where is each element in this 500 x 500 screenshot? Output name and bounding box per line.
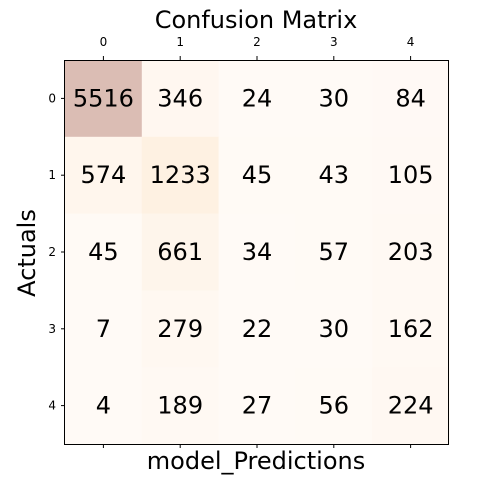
cell-value-label-r2-c1: 661	[157, 238, 203, 266]
heatmap-cells	[65, 60, 450, 445]
y-tick-label-2: 2	[48, 245, 56, 259]
heatmap-cell-r3-c4	[372, 290, 450, 368]
heatmap-cell-r1-c1	[141, 136, 220, 215]
cell-value-label-r2-c2: 34	[242, 238, 273, 266]
heatmap-cell-r0-c1	[141, 60, 220, 138]
cell-value-label-r2-c0: 45	[88, 238, 119, 266]
cell-value-label-r4-c4: 224	[388, 392, 434, 420]
cell-value-label-r2-c3: 57	[319, 238, 350, 266]
cell-value-label-r1-c0: 574	[80, 161, 126, 189]
heatmap-cell-r1-c4	[372, 136, 450, 215]
heatmap-cell-r4-c4	[372, 367, 450, 445]
x-tick-label-2: 2	[253, 35, 261, 49]
x-tick-label-1: 1	[176, 35, 184, 49]
heatmap-cell-r0-c0	[65, 60, 143, 138]
heatmap-cell-r1-c0	[65, 136, 143, 215]
cell-value-label-r0-c0: 5516	[73, 84, 134, 112]
x-tick-label-0: 0	[100, 35, 108, 49]
cell-value-label-r4-c3: 56	[319, 392, 350, 420]
cell-value-label-r1-c1: 1233	[150, 161, 211, 189]
cell-value-label-r2-c4: 203	[388, 238, 434, 266]
heatmap-cell-r2-c0	[65, 213, 143, 291]
cell-value-label-r0-c2: 24	[242, 84, 273, 112]
heatmap-cell-r4-c2	[218, 367, 296, 445]
cell-value-label-r4-c0: 4	[96, 392, 111, 420]
cell-value-label-r4-c1: 189	[157, 392, 203, 420]
cell-value-label-r3-c0: 7	[96, 315, 111, 343]
heatmap-cell-r4-c0	[65, 367, 143, 445]
heatmap-cell-r3-c1	[141, 290, 220, 368]
heatmap-cell-r4-c1	[141, 367, 220, 445]
heatmap-cell-r0-c2	[218, 60, 296, 138]
x-axis-label: model_Predictions	[147, 447, 365, 475]
heatmap-cell-r2-c4	[372, 213, 450, 291]
y-tick-label-0: 0	[48, 91, 56, 105]
heatmap-cell-r2-c3	[295, 213, 373, 291]
heatmap-cell-r0-c4	[372, 60, 450, 138]
chart-title: Confusion Matrix	[155, 6, 358, 34]
y-axis-label: Actuals	[13, 209, 41, 297]
heatmap-value-labels: 5516 346 24 30 84 574 1233 45 43 105 45 661 34 57 203 7…	[73, 84, 434, 419]
heatmap-cell-r3-c2	[218, 290, 296, 368]
cell-value-label-r3-c2: 22	[242, 315, 273, 343]
cell-value-label-r3-c4: 162	[388, 315, 434, 343]
heatmap-cell-r1-c3	[295, 136, 373, 215]
cell-value-label-r4-c2: 27	[242, 392, 273, 420]
cell-value-label-r1-c2: 45	[242, 161, 273, 189]
heatmap-cell-r0-c3	[295, 60, 373, 138]
cell-value-label-r3-c3: 30	[319, 315, 350, 343]
cell-value-label-r1-c4: 105	[388, 161, 434, 189]
cell-value-label-r0-c4: 84	[395, 84, 426, 112]
cell-value-label-r0-c1: 346	[157, 84, 203, 112]
y-tick-label-4: 4	[48, 399, 56, 413]
y-tick-label-1: 1	[48, 168, 56, 182]
heatmap-cell-r1-c2	[218, 136, 296, 215]
cell-value-label-r0-c3: 30	[319, 84, 350, 112]
cell-value-label-r3-c1: 279	[157, 315, 203, 343]
x-tick-label-3: 3	[330, 35, 338, 49]
y-tick-label-3: 3	[48, 322, 56, 336]
x-tick-label-4: 4	[407, 35, 415, 49]
heatmap-cell-r3-c3	[295, 290, 373, 368]
heatmap-cell-r3-c0	[65, 290, 143, 368]
heatmap-cell-r2-c1	[141, 213, 220, 291]
cell-value-label-r1-c3: 43	[319, 161, 350, 189]
heatmap-cell-r4-c3	[295, 367, 373, 445]
heatmap-cell-r2-c2	[218, 213, 296, 291]
